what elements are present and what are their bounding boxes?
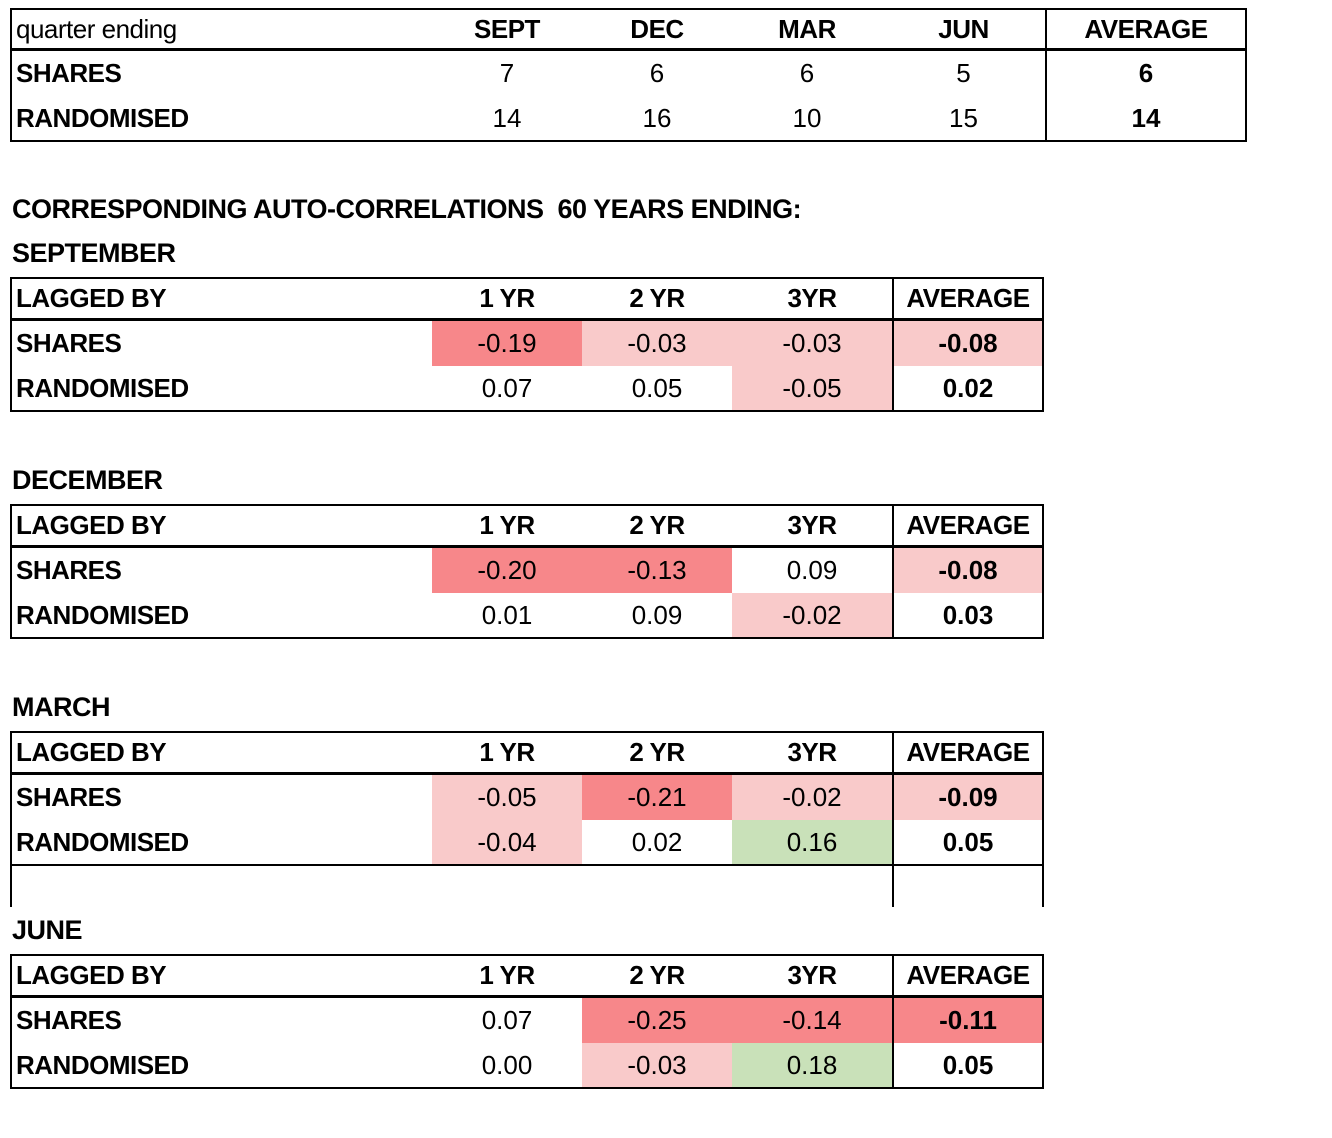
average-column-divider xyxy=(892,866,894,907)
row-label-randomised: RANDOMISED xyxy=(16,826,189,857)
september-table: LAGGED BY 1 YR 2 YR 3YR AVERAGE SHARES -… xyxy=(10,277,1044,412)
col-header-average: AVERAGE xyxy=(892,506,1042,548)
col-header-3yr: 3YR xyxy=(732,506,892,548)
correlation-average-cell: -0.11 xyxy=(892,998,1042,1043)
correlation-cell: -0.03 xyxy=(732,321,892,366)
correlation-cell: 0.00 xyxy=(481,1049,533,1080)
col-header-2yr: 2 YR xyxy=(582,956,732,998)
lagged-by-label: LAGGED BY xyxy=(12,956,432,998)
col-header-average: AVERAGE xyxy=(892,279,1042,321)
col-header-average: AVERAGE xyxy=(1045,10,1245,51)
correlation-cell: 0.09 xyxy=(631,599,683,630)
col-header-2yr: 2 YR xyxy=(582,279,732,321)
quarter-value: 14 xyxy=(492,102,522,133)
empty-spreadsheet-row xyxy=(10,866,1044,907)
correlation-cell: 0.16 xyxy=(732,820,892,864)
correlation-cell: -0.14 xyxy=(732,998,892,1043)
row-label-shares: SHARES xyxy=(16,555,122,585)
row-label-shares: SHARES xyxy=(16,58,122,88)
row-label-randomised: RANDOMISED xyxy=(16,599,189,630)
month-heading-december: DECEMBER xyxy=(12,465,163,495)
col-header-1yr: 1 YR xyxy=(432,279,582,321)
correlation-cell: 0.18 xyxy=(732,1043,892,1087)
quarter-value: 6 xyxy=(799,58,815,88)
col-header-1yr: 1 YR xyxy=(432,506,582,548)
correlation-cell: 0.05 xyxy=(631,372,683,403)
correlation-average-cell: 0.05 xyxy=(892,820,1042,864)
col-header-3yr: 3YR xyxy=(732,279,892,321)
december-table: LAGGED BY 1 YR 2 YR 3YR AVERAGE SHARES -… xyxy=(10,504,1044,639)
correlation-cell: 0.01 xyxy=(481,599,533,630)
col-header-3yr: 3YR xyxy=(732,956,892,998)
quarter-corner-label: quarter ending xyxy=(12,10,432,51)
col-header-3yr: 3YR xyxy=(732,733,892,775)
correlation-cell: 0.07 xyxy=(481,372,533,403)
correlation-cell: -0.21 xyxy=(582,775,732,820)
quarter-value: 7 xyxy=(499,58,515,88)
correlation-cell: -0.02 xyxy=(732,593,892,637)
march-table: LAGGED BY 1 YR 2 YR 3YR AVERAGE SHARES -… xyxy=(10,731,1044,866)
quarter-value: 5 xyxy=(956,58,971,88)
correlation-cell: -0.19 xyxy=(432,321,582,366)
quarter-value: 15 xyxy=(949,102,978,133)
quarter-average-value: 14 xyxy=(1045,96,1245,140)
lagged-by-label: LAGGED BY xyxy=(12,279,432,321)
lagged-by-label: LAGGED BY xyxy=(12,733,432,775)
row-label-shares: SHARES xyxy=(16,1005,122,1035)
correlation-cell: -0.05 xyxy=(432,775,582,820)
col-header-2yr: 2 YR xyxy=(582,733,732,775)
correlation-average-cell: 0.02 xyxy=(892,366,1042,410)
col-header-sept: SEPT xyxy=(432,10,582,51)
correlation-cell: -0.03 xyxy=(582,321,732,366)
correlation-cell: -0.04 xyxy=(432,820,582,864)
section-title: CORRESPONDING AUTO-CORRELATIONS 60 YEARS… xyxy=(12,194,802,224)
row-label-randomised: RANDOMISED xyxy=(16,372,189,403)
col-header-average: AVERAGE xyxy=(892,956,1042,998)
correlation-average-cell: 0.05 xyxy=(892,1043,1042,1087)
col-header-2yr: 2 YR xyxy=(582,506,732,548)
col-header-mar: MAR xyxy=(732,10,882,51)
correlation-cell: 0.02 xyxy=(631,826,683,857)
correlation-cell: -0.13 xyxy=(582,548,732,593)
col-header-1yr: 1 YR xyxy=(432,733,582,775)
month-heading-june: JUNE xyxy=(12,915,83,945)
col-header-jun: JUN xyxy=(882,10,1045,51)
correlation-cell: -0.25 xyxy=(582,998,732,1043)
row-label-shares: SHARES xyxy=(16,328,122,358)
correlation-average-cell: 0.03 xyxy=(892,593,1042,637)
correlation-cell: -0.20 xyxy=(432,548,582,593)
row-label-shares: SHARES xyxy=(16,782,122,812)
quarter-value: 6 xyxy=(649,58,665,88)
col-header-dec: DEC xyxy=(582,10,732,51)
correlation-cell: -0.02 xyxy=(732,775,892,820)
month-heading-march: MARCH xyxy=(12,692,111,722)
row-label-randomised: RANDOMISED xyxy=(16,1049,189,1080)
correlation-cell: 0.07 xyxy=(481,1005,533,1035)
quarter-value: 10 xyxy=(792,102,822,133)
june-table: LAGGED BY 1 YR 2 YR 3YR AVERAGE SHARES 0… xyxy=(10,954,1044,1089)
lagged-by-label: LAGGED BY xyxy=(12,506,432,548)
col-header-average: AVERAGE xyxy=(892,733,1042,775)
correlation-cell: 0.09 xyxy=(786,555,838,585)
correlation-cell: -0.03 xyxy=(582,1043,732,1087)
quarter-summary-table: quarter ending SEPT DEC MAR JUN AVERAGE … xyxy=(10,8,1247,142)
quarter-value: 16 xyxy=(642,102,672,133)
correlation-average-cell: -0.09 xyxy=(892,775,1042,820)
correlation-average-cell: -0.08 xyxy=(892,321,1042,366)
correlation-average-cell: -0.08 xyxy=(892,548,1042,593)
quarter-average-value: 6 xyxy=(1045,51,1245,96)
col-header-1yr: 1 YR xyxy=(432,956,582,998)
correlation-cell: -0.05 xyxy=(732,366,892,410)
month-heading-september: SEPTEMBER xyxy=(12,238,176,268)
row-label-randomised: RANDOMISED xyxy=(16,102,189,133)
